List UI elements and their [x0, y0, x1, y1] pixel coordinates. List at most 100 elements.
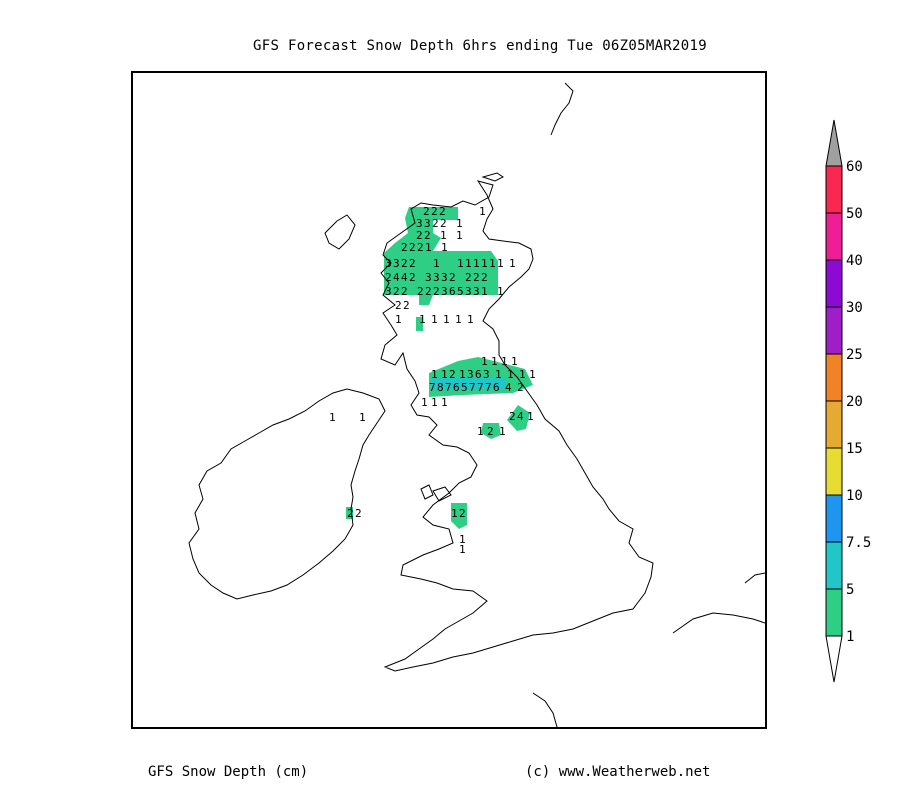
grid-value: 2 — [473, 271, 480, 284]
grid-value: 2 — [417, 285, 424, 298]
legend-band — [825, 353, 843, 402]
grid-value: 1 — [481, 285, 488, 298]
highlands-row3: 2 2 1 1 — [416, 229, 463, 242]
grid-value: 1 — [395, 313, 402, 326]
legend-label: 20 — [846, 394, 863, 410]
coastline-brittany — [532, 692, 558, 727]
highlands-row9: 1 1 1 1 1 1 — [395, 313, 474, 326]
grid-value: 1 — [431, 396, 438, 409]
coastline-great-britain — [380, 180, 654, 672]
coastline-orkney — [481, 172, 504, 182]
legend-band — [825, 259, 843, 308]
grid-value: 2 — [425, 285, 432, 298]
grid-value: 3 — [385, 257, 392, 270]
grid-value: 5 — [457, 285, 464, 298]
grid-value: 1 — [456, 229, 463, 242]
grid-value: 2 — [465, 271, 472, 284]
snow-area-pennines — [507, 405, 530, 431]
wales-values: 1 2 — [451, 507, 466, 520]
grid-value: 2 — [409, 257, 416, 270]
grid-value: 2 — [401, 285, 408, 298]
grid-value: 1 — [329, 411, 336, 424]
grid-value: 3 — [467, 368, 474, 381]
legend-label: 40 — [846, 253, 863, 269]
grid-value: 2 — [449, 368, 456, 381]
grid-value: 1 — [451, 507, 458, 520]
grid-value: 7 — [429, 381, 436, 394]
pennines-values: 2 4 1 — [509, 410, 534, 423]
grid-value: 2 — [449, 271, 456, 284]
highlands-row1: 2 2 2 1 — [423, 205, 486, 218]
coastline-netherlands — [744, 572, 765, 584]
grid-value: 3 — [473, 285, 480, 298]
highlands-row8: 2 2 — [395, 299, 410, 312]
grid-value: 1 — [419, 313, 426, 326]
grid-value: 1 — [459, 368, 466, 381]
grid-value: 3 — [483, 368, 490, 381]
grid-value: 3 — [441, 271, 448, 284]
grid-value: 1 — [519, 368, 526, 381]
grid-value: 1 — [499, 425, 506, 438]
grid-value: 2 — [459, 507, 466, 520]
grid-value: 2 — [403, 299, 410, 312]
grid-value: 4 — [517, 410, 524, 423]
snow-area-wales — [451, 503, 467, 529]
grid-value: 1 — [359, 411, 366, 424]
grid-value: 1 — [491, 355, 498, 368]
grid-value: 1 — [495, 368, 502, 381]
grid-value: 1 — [501, 355, 508, 368]
legend-top-cap — [825, 119, 843, 167]
legend-band — [825, 494, 843, 543]
grid-value: 1 — [507, 368, 514, 381]
grid-value: 7 — [477, 381, 484, 394]
grid-value: 7 — [485, 381, 492, 394]
legend-label: 15 — [846, 441, 863, 457]
grid-value: 1 — [479, 205, 486, 218]
coastline-anglesey — [432, 486, 452, 502]
ireland-mid-values: 2 2 — [347, 507, 362, 520]
legend-label: 7.5 — [846, 535, 871, 551]
grid-value: 1 — [455, 313, 462, 326]
grid-value: 1 — [441, 396, 448, 409]
grid-value: 2 — [401, 257, 408, 270]
grid-value: 1 — [529, 368, 536, 381]
highlands-row5: 3 3 2 2 1 1 1 1 1 1 1 1 — [385, 257, 516, 270]
grid-value: 1 — [467, 313, 474, 326]
legend-band — [825, 588, 843, 637]
southern-row3: 7 8 7 6 5 7 7 7 6 4 2 — [429, 381, 524, 394]
grid-value: 1 — [456, 217, 463, 230]
grid-value: 2 — [417, 241, 424, 254]
grid-value: 2 — [439, 205, 446, 218]
grid-value: 1 — [457, 257, 464, 270]
legend-band — [825, 165, 843, 214]
legend-label: 60 — [846, 159, 863, 175]
grid-value: 2 — [481, 271, 488, 284]
grid-value: 3 — [385, 285, 392, 298]
grid-value: 3 — [424, 217, 431, 230]
coastline-hebrides — [324, 214, 356, 250]
grid-value: 1 — [481, 355, 488, 368]
map-frame: 2 2 2 1 3 3 2 2 1 2 2 1 1 2 2 2 — [131, 71, 767, 729]
highlands-row6: 2 4 4 2 3 3 3 2 2 2 2 — [385, 271, 488, 284]
grid-value: 4 — [505, 381, 512, 394]
grid-value: 3 — [465, 285, 472, 298]
legend-bottom-cap — [825, 635, 843, 683]
snow-areas — [346, 207, 533, 529]
coastlines — [188, 82, 765, 727]
grid-value: 2 — [424, 229, 431, 242]
grid-value: 1 — [509, 257, 516, 270]
grid-value: 3 — [393, 257, 400, 270]
grid-value: 1 — [465, 257, 472, 270]
grid-value: 1 — [481, 257, 488, 270]
grid-value: 3 — [441, 285, 448, 298]
legend-band — [825, 212, 843, 261]
legend-label: 10 — [846, 488, 863, 504]
snow-area-highlands — [384, 207, 498, 305]
forecast-map: 2 2 2 1 3 3 2 2 1 2 2 1 1 2 2 2 — [188, 82, 765, 727]
grid-value: 1 — [527, 410, 534, 423]
grid-value: 1 — [421, 396, 428, 409]
grid-value: 1 — [459, 533, 466, 546]
legend-label: 25 — [846, 347, 863, 363]
grid-value: 4 — [401, 271, 408, 284]
